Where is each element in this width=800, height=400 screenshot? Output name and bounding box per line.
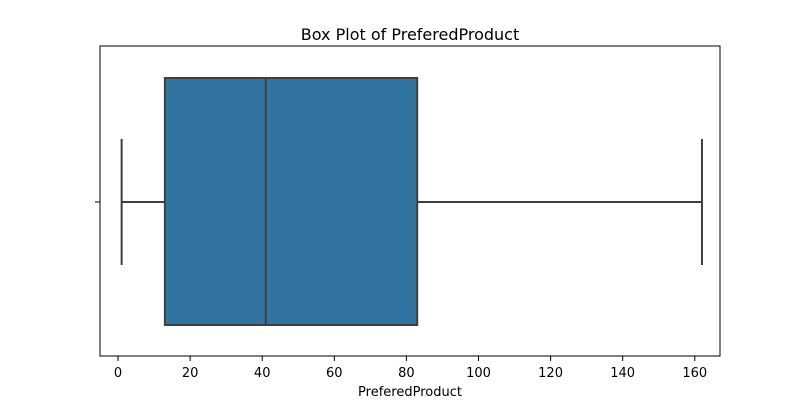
x-tick-label: 20 (182, 366, 199, 381)
axes-frame (99, 45, 721, 357)
x-tick-label: 140 (610, 366, 635, 381)
x-tick-label: 120 (538, 366, 563, 381)
x-tick-label: 160 (682, 366, 707, 381)
x-tick-label: 0 (114, 366, 122, 381)
x-tick-label: 60 (326, 366, 343, 381)
x-tick-label: 100 (466, 366, 491, 381)
x-axis-label: PreferedProduct (358, 385, 462, 400)
plot-area: 0 20 40 60 80 100 120 140 160 (95, 45, 721, 381)
chart-title: Box Plot of PreferedProduct (301, 25, 519, 44)
x-tick-label: 40 (254, 366, 271, 381)
x-tick-label: 80 (398, 366, 415, 381)
iqr-box (163, 77, 419, 326)
